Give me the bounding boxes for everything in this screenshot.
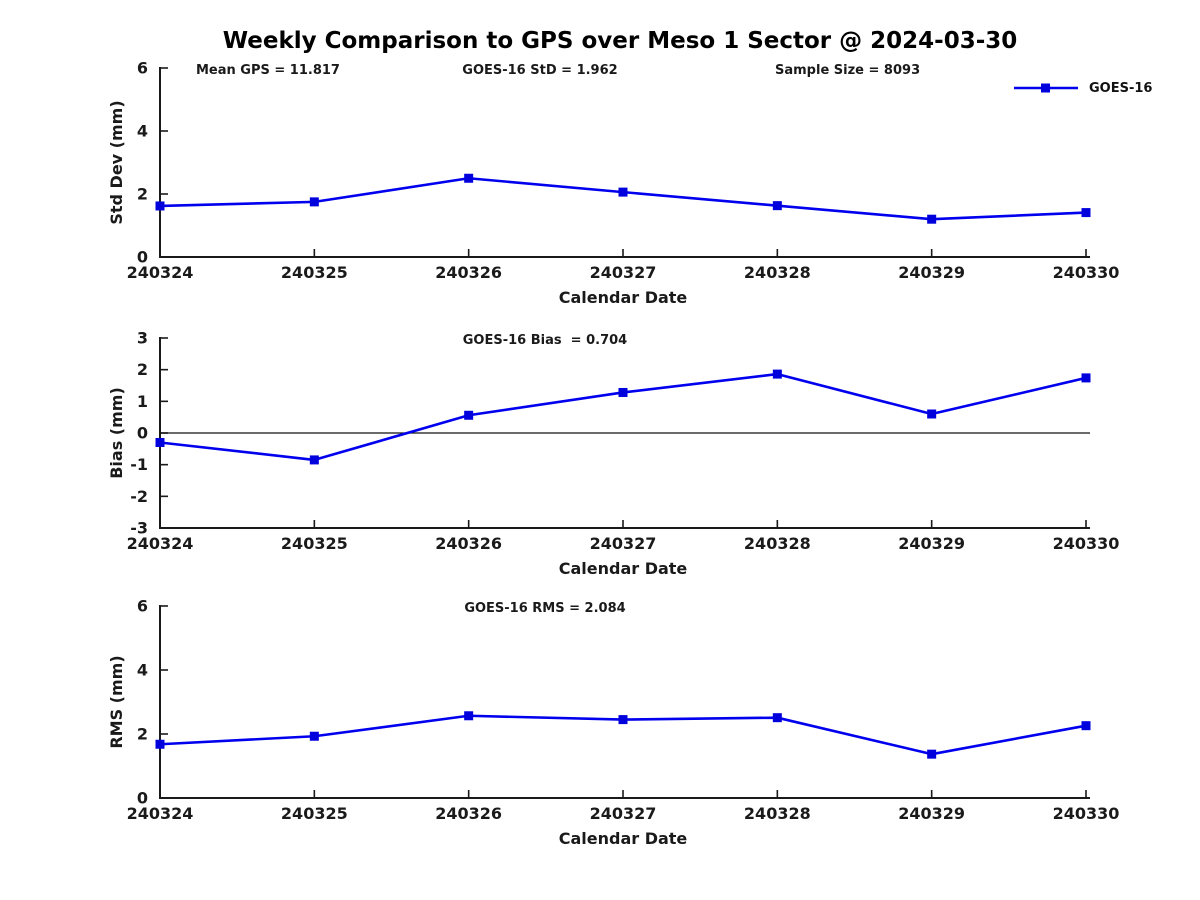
y-tick-label: 4: [137, 122, 148, 141]
data-point-marker: [1081, 208, 1091, 218]
y-tick-label: -3: [130, 519, 148, 538]
y-tick-label: 1: [137, 392, 148, 411]
subplot-std-dev: 240324 240325 240326 240327 240328 240329 2403…: [107, 59, 1119, 308]
y-axis-label: Bias (mm): [107, 387, 126, 479]
x-tick-label: 240328: [744, 534, 811, 553]
y-tick-label: 2: [137, 725, 148, 744]
x-tick-label: 240325: [281, 534, 348, 553]
x-tick-label: 240324: [127, 263, 194, 282]
x-axis-label: Calendar Date: [559, 829, 688, 848]
series-line-bias: [159, 372, 1087, 462]
data-point-marker: [155, 438, 165, 447]
y-tick-label: 0: [137, 789, 148, 808]
data-point-marker: [927, 749, 937, 759]
y-tick-label: -2: [130, 487, 148, 506]
data-point-marker: [309, 731, 319, 741]
x-tick-label: 240326: [435, 804, 502, 823]
figure-title: Weekly Comparison to GPS over Meso 1 Sec…: [222, 28, 1018, 54]
x-tick-label: 240328: [744, 263, 811, 282]
subplot-bias: 240324 240325 240326 240327 240328 240329 2403…: [107, 329, 1119, 579]
plot-annotation: GOES-16 Bias = 0.704: [463, 333, 627, 348]
y-axis-label: RMS (mm): [107, 655, 126, 748]
x-tick-label: 240327: [590, 534, 657, 553]
legend-square-marker-icon: [1041, 83, 1050, 93]
plot-annotation: Sample Size = 8093: [775, 63, 920, 78]
y-tick-label: 3: [137, 329, 148, 348]
data-point-marker: [155, 201, 165, 211]
data-point-marker: [618, 187, 628, 197]
x-tick-label: 240326: [435, 263, 502, 282]
x-tick-label: 240327: [590, 263, 657, 282]
x-tick-label: 240325: [281, 263, 348, 282]
subplot-rms: 240324 240325 240326 240327 240328 240329 2403…: [107, 597, 1119, 849]
plot-annotation: Mean GPS = 11.817: [196, 63, 340, 78]
x-tick-label: 240330: [1053, 263, 1120, 282]
x-tick-label: 240329: [898, 263, 965, 282]
data-point-marker: [772, 369, 782, 379]
data-point-marker: [927, 409, 937, 419]
plot-annotation: GOES-16 StD = 1.962: [462, 63, 617, 78]
x-axis-label: Calendar Date: [559, 288, 688, 307]
y-tick-label: 6: [137, 597, 148, 616]
data-point-marker: [772, 201, 782, 211]
x-tick-label: 240329: [898, 804, 965, 823]
y-axis-label: Std Dev (mm): [107, 100, 126, 224]
x-tick-label: 240326: [435, 534, 502, 553]
plot-annotation: GOES-16 RMS = 2.084: [464, 601, 625, 616]
data-point-marker: [155, 739, 165, 749]
series-line-std-dev: [159, 176, 1087, 221]
data-point-marker: [464, 711, 474, 721]
x-tick-label: 240329: [898, 534, 965, 553]
x-tick-label: 240330: [1053, 804, 1120, 823]
data-point-marker: [309, 455, 319, 465]
data-point-marker: [1081, 373, 1091, 383]
y-tick-label: 6: [137, 59, 148, 78]
data-point-marker: [464, 173, 474, 183]
x-tick-label: 240324: [127, 804, 194, 823]
y-tick-label: 4: [137, 661, 148, 680]
x-tick-label: 240330: [1053, 534, 1120, 553]
y-tick-label: 0: [137, 424, 148, 443]
x-tick-label: 240324: [127, 534, 194, 553]
legend-line-sample: [1014, 83, 1078, 93]
data-point-marker: [464, 410, 474, 420]
y-tick-label: 0: [137, 248, 148, 267]
data-point-marker: [772, 713, 782, 723]
x-tick-label: 240328: [744, 804, 811, 823]
data-point-marker: [309, 197, 319, 207]
legend-label: GOES-16: [1089, 80, 1153, 96]
x-tick-label: 240327: [590, 804, 657, 823]
data-point-marker: [1081, 721, 1091, 731]
legend: GOES-16: [1010, 77, 1152, 99]
x-axis-label: Calendar Date: [559, 559, 688, 578]
data-point-marker: [618, 715, 628, 725]
y-tick-label: 2: [137, 185, 148, 204]
y-tick-label: 2: [137, 360, 148, 379]
y-tick-label: -1: [130, 455, 148, 474]
data-point-marker: [618, 387, 628, 397]
x-tick-label: 240325: [281, 804, 348, 823]
data-point-marker: [927, 214, 937, 224]
